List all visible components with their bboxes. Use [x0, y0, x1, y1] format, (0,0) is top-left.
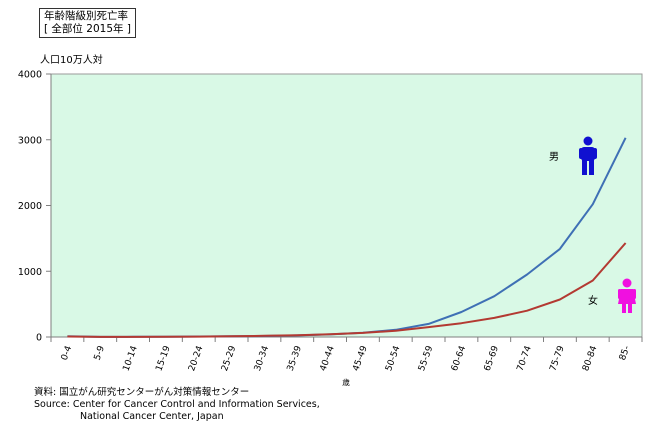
- x-tick-label: 30-34: [253, 344, 271, 372]
- x-tick-label: 45-49: [351, 344, 369, 372]
- male-icon-arm: [579, 148, 583, 159]
- y-tick-label: 0: [36, 333, 42, 344]
- male-icon-leg: [582, 160, 587, 175]
- x-tick-label: 20-24: [187, 344, 205, 372]
- x-tick-label: 80-84: [581, 344, 599, 372]
- female-icon-head: [622, 278, 632, 288]
- series-label: 女: [588, 294, 598, 307]
- y-tick-label: 4000: [18, 70, 42, 81]
- x-tick-label: 60-64: [450, 344, 468, 372]
- x-tick-label: 40-44: [319, 344, 337, 372]
- plot-area: [50, 73, 643, 338]
- source-line-3: National Cancer Center, Japan: [80, 411, 224, 422]
- source-line-1: 資料: 国立がん研究センターがん対策情報センター: [34, 387, 250, 398]
- male-icon-leg: [589, 160, 594, 175]
- series-line: [67, 242, 627, 338]
- x-tick-label: 25-29: [220, 344, 238, 372]
- x-tick-label: 65-69: [483, 344, 501, 372]
- x-tick-label: 70-74: [516, 344, 534, 372]
- male-icon-head: [583, 136, 593, 146]
- series-label: 男: [549, 151, 559, 163]
- chart-title-box: 年齢階級別死亡率 [ 全部位 2015年 ]: [39, 8, 136, 38]
- chart-title: 年齢階級別死亡率: [44, 10, 128, 22]
- female-icon-leg: [628, 303, 632, 313]
- x-axis-label: 歳: [342, 377, 350, 387]
- y-axis-label: 人口10万人対: [40, 53, 103, 66]
- male-icon-arm: [593, 148, 597, 159]
- x-tick-label: 85-: [618, 345, 632, 362]
- y-tick-label: 2000: [18, 201, 42, 212]
- y-tick-label: 3000: [18, 135, 42, 146]
- x-tick-label: 0-4: [60, 344, 75, 361]
- x-tick-label: 35-39: [286, 344, 304, 372]
- female-icon-leg: [622, 303, 626, 313]
- female-icon-dress: [618, 289, 636, 304]
- male-icon-body: [581, 147, 595, 161]
- y-tick-label: 1000: [18, 267, 42, 278]
- x-tick-label: 10-14: [122, 344, 140, 372]
- x-tick-label: 50-54: [384, 344, 402, 372]
- chart-subtitle: [ 全部位 2015年 ]: [44, 23, 131, 35]
- x-tick-label: 75-79: [548, 344, 566, 372]
- x-tick-label: 55-59: [417, 344, 435, 372]
- x-tick-label: 5-9: [93, 344, 108, 361]
- x-tick-label: 15-19: [154, 344, 172, 372]
- source-line-2: Source: Center for Cancer Control and In…: [34, 399, 320, 410]
